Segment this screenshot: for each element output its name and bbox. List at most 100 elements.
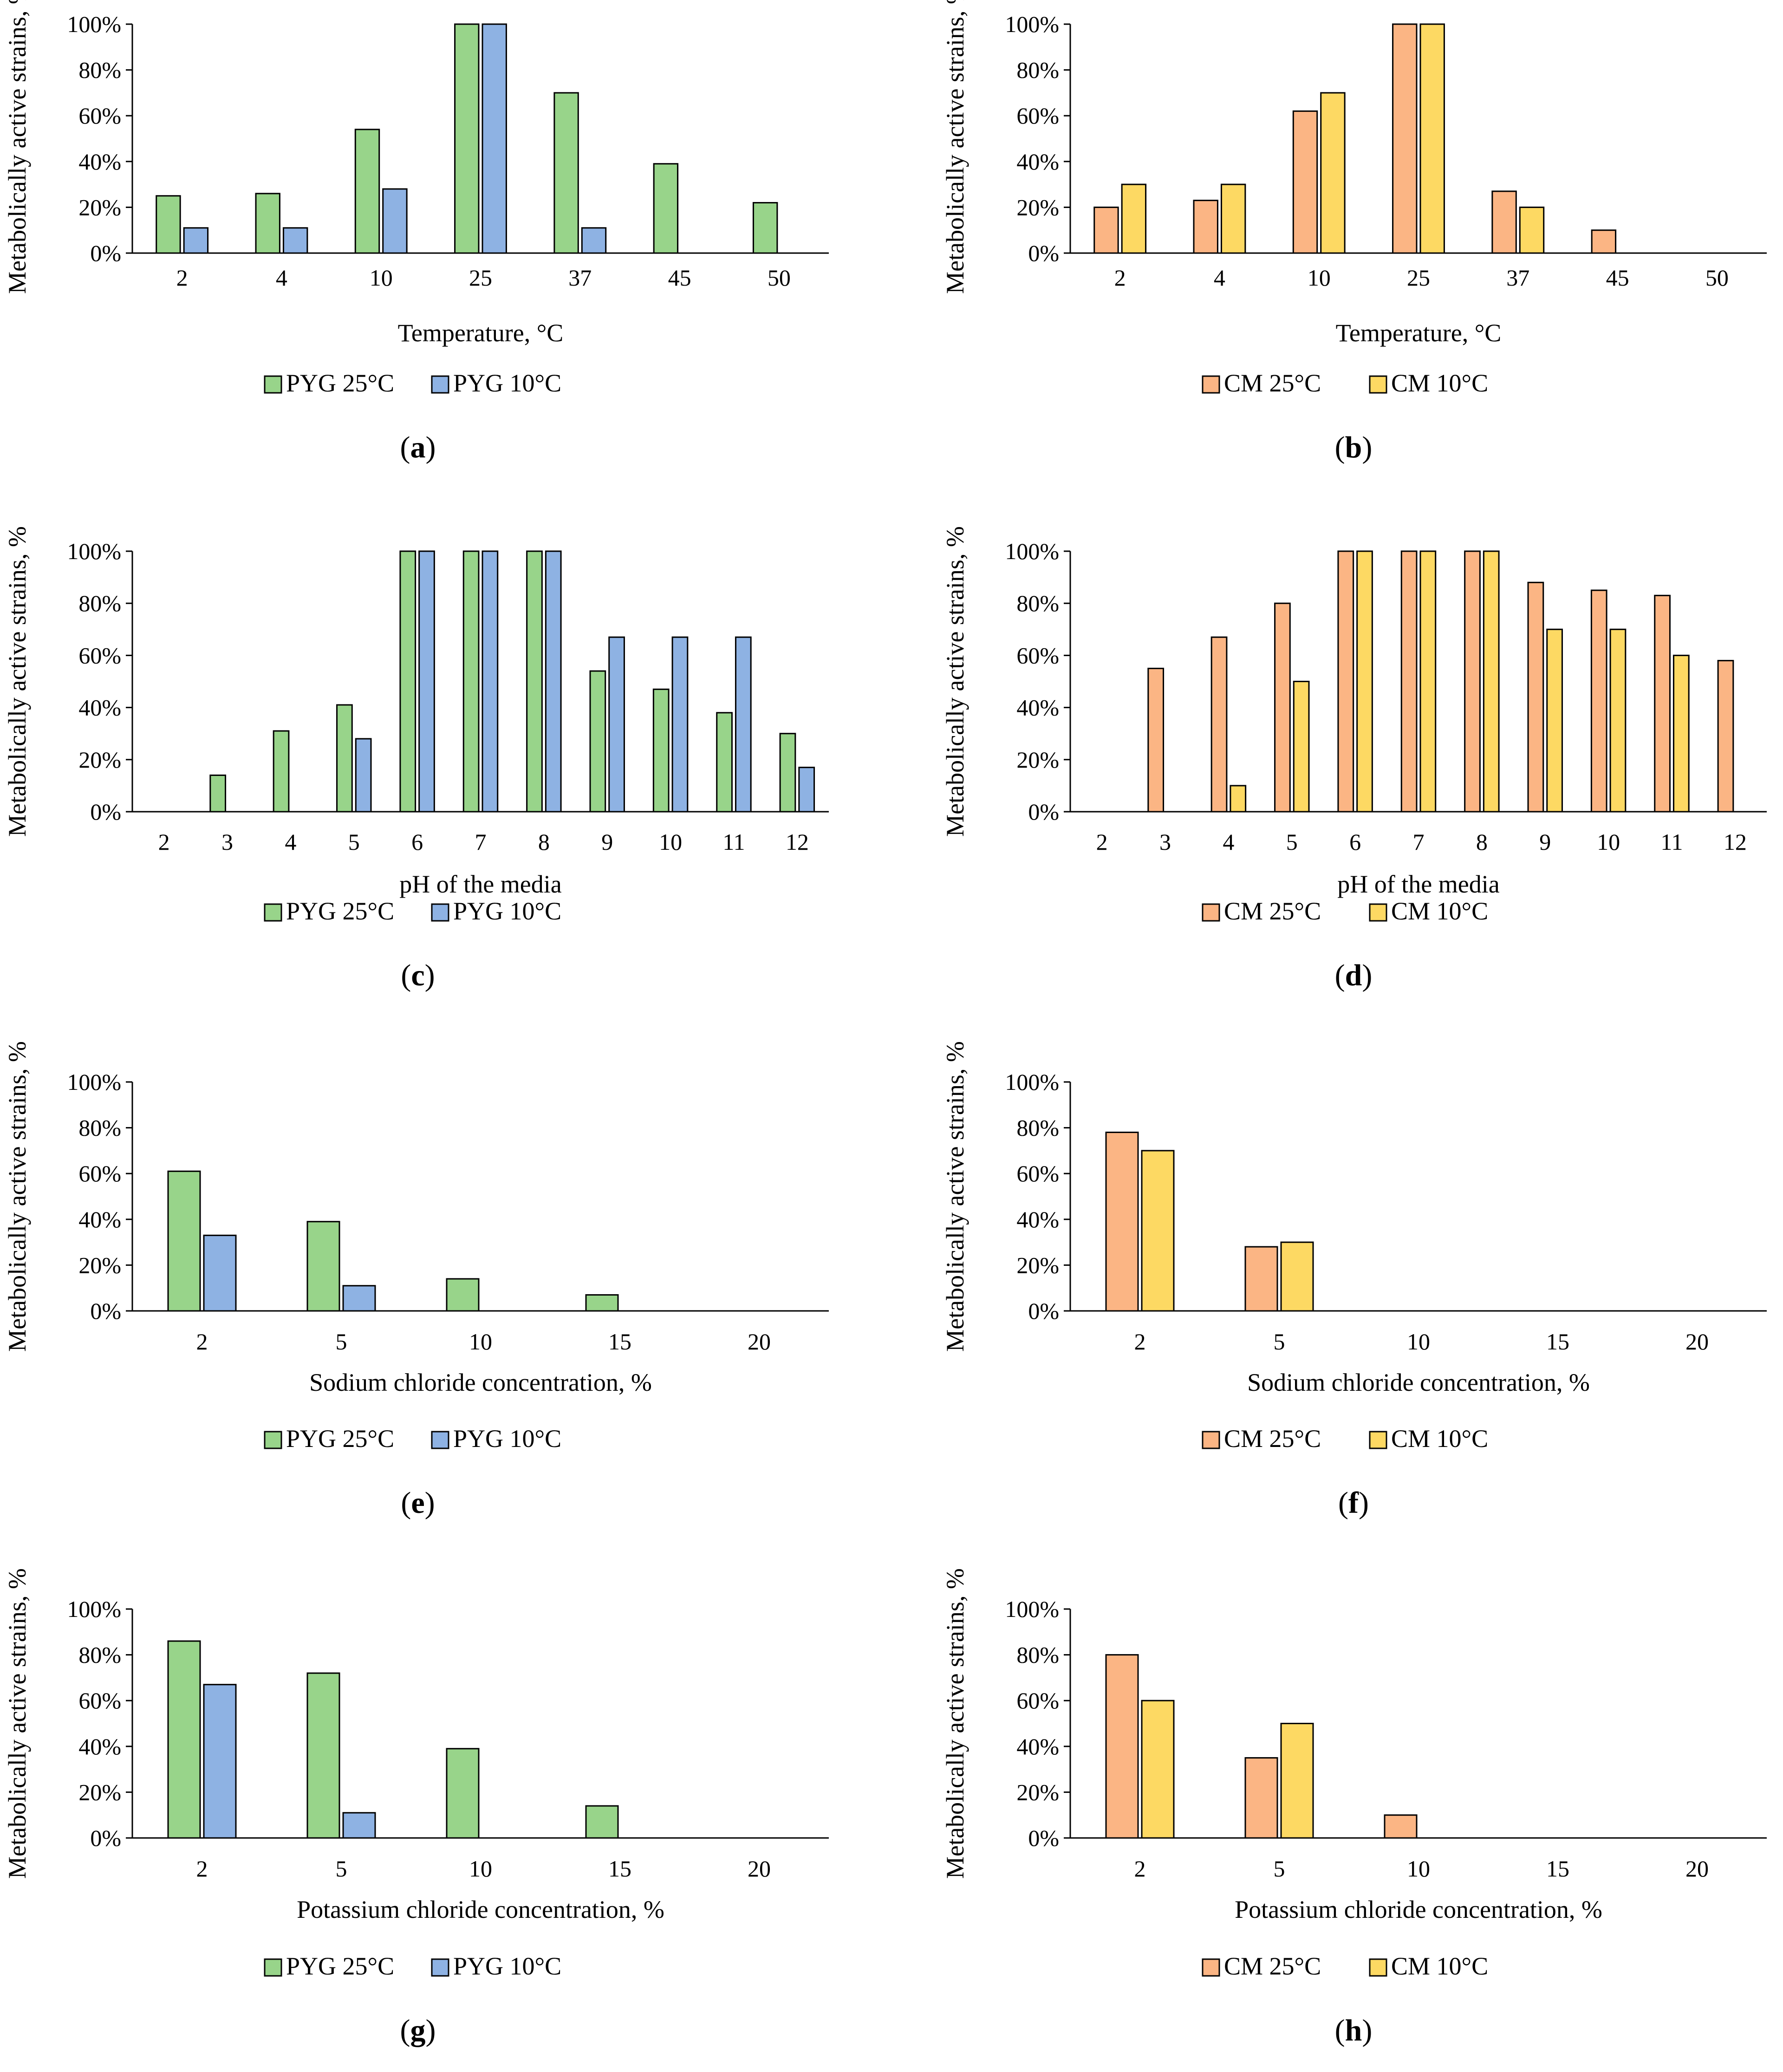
x-tick-label: 2	[1134, 1329, 1146, 1355]
bar-d-1-8	[1483, 550, 1500, 813]
bar-d-1-11	[1672, 654, 1690, 813]
x-tick-label: 2	[1134, 1856, 1146, 1882]
x-tick-label: 10	[1407, 1329, 1430, 1355]
x-tick-label: 2	[1114, 265, 1126, 291]
x-tick-label: 10	[659, 829, 682, 855]
bar-c-0-8	[526, 550, 543, 813]
x-tick-label: 10	[370, 265, 393, 291]
y-axis-title: Metabolically active strains, %	[3, 1568, 31, 1879]
bar-b-0-37	[1491, 190, 1517, 254]
bar-b-1-2	[1121, 183, 1147, 254]
legend-label: PYG 25°C	[286, 1952, 394, 1980]
legend-swatch	[1202, 1431, 1220, 1449]
bar-c-0-12	[779, 733, 796, 813]
bar-b-1-37	[1519, 206, 1545, 254]
y-tick-label: 0%	[1028, 1825, 1059, 1851]
x-tick-label: 2	[1096, 829, 1108, 855]
x-tick-label: 12	[786, 829, 809, 855]
y-tick-label: 80%	[1016, 1115, 1059, 1141]
x-tick-label: 2	[158, 829, 170, 855]
bar-e-1-2	[203, 1234, 237, 1312]
y-tick-label: 20%	[1016, 194, 1059, 220]
legend-swatch	[1369, 1958, 1387, 1977]
legend-swatch	[1202, 1958, 1220, 1977]
bar-d-0-11	[1654, 594, 1671, 813]
x-tick-label: 20	[1685, 1856, 1709, 1882]
bar-d-0-12	[1717, 660, 1734, 813]
bar-d-0-6	[1337, 550, 1354, 813]
bar-a-0-10	[354, 129, 380, 254]
x-tick-label: 6	[1349, 829, 1361, 855]
x-tick-label: 15	[1546, 1856, 1569, 1882]
y-axis-title: Metabolically active strains, %	[941, 0, 969, 294]
y-tick-label: 80%	[78, 1642, 121, 1668]
x-tick-label: 20	[1685, 1329, 1709, 1355]
bar-e-1-5	[342, 1285, 376, 1312]
bar-c-1-7	[482, 550, 499, 813]
y-tick-label: 100%	[1005, 11, 1059, 37]
y-tick-label: 60%	[1016, 1160, 1059, 1186]
x-tick-label: 3	[221, 829, 233, 855]
x-axis-title: Potassium chloride concentration, %	[1235, 1896, 1602, 1923]
bar-a-0-50	[752, 202, 778, 254]
y-tick-label: 40%	[1016, 1206, 1059, 1232]
y-axis-title: Metabolically active strains, %	[941, 1041, 969, 1352]
x-axis-title: Temperature, °C	[1336, 319, 1502, 347]
bar-g-0-2	[167, 1640, 201, 1839]
bar-e-0-2	[167, 1170, 201, 1312]
bar-g-1-5	[342, 1812, 376, 1839]
legend-label: CM 25°C	[1224, 897, 1321, 925]
y-axis-title: Metabolically active strains, %	[3, 0, 31, 294]
bar-h-1-2	[1141, 1700, 1175, 1839]
x-tick-label: 5	[1286, 829, 1298, 855]
x-tick-label: 8	[1476, 829, 1488, 855]
y-tick-label: 80%	[1016, 1642, 1059, 1668]
x-tick-label: 7	[475, 829, 487, 855]
legend-swatch	[1369, 903, 1387, 922]
y-tick-label: 40%	[78, 695, 121, 721]
legend-swatch	[431, 1958, 449, 1977]
y-tick-label: 100%	[67, 538, 121, 564]
x-tick-label: 50	[768, 265, 791, 291]
bar-d-1-4	[1230, 785, 1247, 813]
legend-swatch	[1202, 903, 1220, 922]
x-tick-label: 15	[608, 1856, 631, 1882]
x-axis-title: Potassium chloride concentration, %	[297, 1896, 664, 1923]
x-tick-label: 6	[411, 829, 423, 855]
y-tick-label: 60%	[1016, 642, 1059, 668]
bar-a-0-37	[553, 92, 579, 254]
legend-label: CM 25°C	[1224, 1425, 1321, 1453]
x-tick-label: 37	[568, 265, 592, 291]
bar-a-1-10	[382, 188, 408, 254]
bar-c-1-9	[608, 636, 625, 813]
bar-g-0-5	[306, 1672, 340, 1839]
x-tick-label: 15	[1546, 1329, 1569, 1355]
bar-c-1-6	[418, 550, 435, 813]
panel-caption: (e)	[401, 1486, 435, 1520]
bar-g-1-2	[203, 1684, 237, 1839]
bar-c-1-12	[798, 767, 815, 813]
legend-label: CM 10°C	[1391, 369, 1488, 397]
y-tick-label: 100%	[67, 1596, 121, 1622]
y-tick-label: 20%	[1016, 1252, 1059, 1278]
bar-f-0-2	[1105, 1131, 1139, 1312]
bar-a-0-25	[454, 23, 480, 254]
x-tick-label: 20	[748, 1329, 771, 1355]
x-tick-label: 45	[1606, 265, 1629, 291]
bar-d-1-9	[1546, 628, 1563, 813]
x-tick-label: 3	[1159, 829, 1171, 855]
panel-caption: (a)	[400, 430, 436, 464]
legend-label: CM 10°C	[1391, 897, 1488, 925]
bar-h-0-10	[1384, 1814, 1418, 1839]
legend-label: PYG 25°C	[286, 369, 394, 397]
y-tick-label: 40%	[1016, 149, 1059, 175]
chart-panel-c: 0% 20% 40% 60% 80% 100% Metabolically active s…	[3, 526, 829, 992]
y-axis-title: Metabolically active strains, %	[941, 1568, 969, 1879]
legend-label: PYG 10°C	[453, 1952, 561, 1980]
bar-b-0-25	[1392, 23, 1418, 254]
bar-d-0-3	[1147, 667, 1165, 813]
bar-b-1-10	[1320, 92, 1346, 254]
legend-label: PYG 10°C	[453, 897, 561, 925]
legend-swatch	[264, 375, 282, 394]
